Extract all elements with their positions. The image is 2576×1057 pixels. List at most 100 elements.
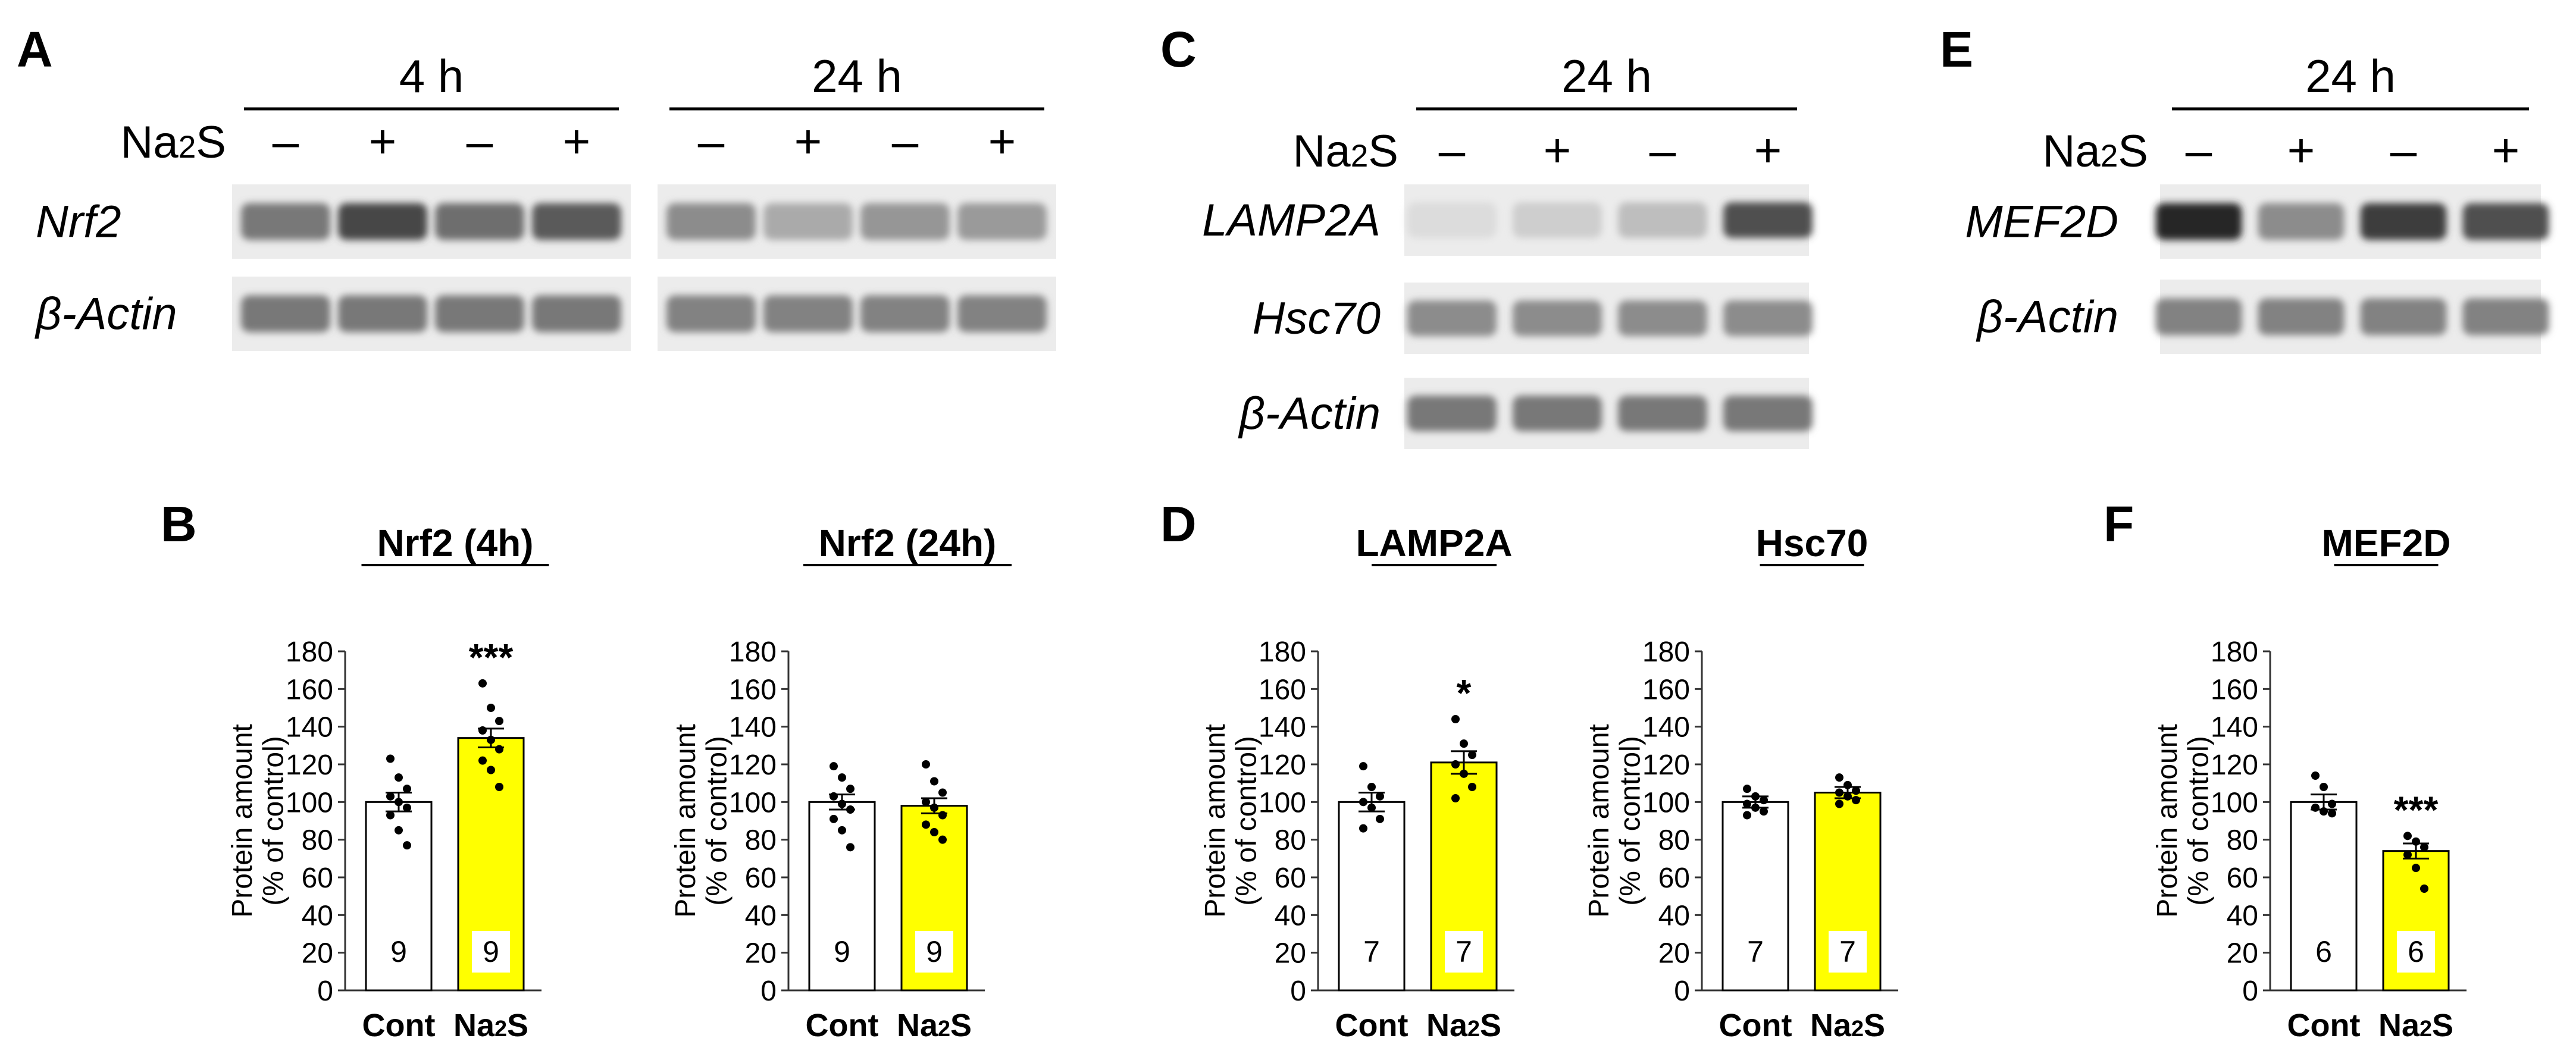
data-point bbox=[830, 792, 838, 801]
data-point bbox=[1451, 715, 1460, 723]
panel-letter-f: F bbox=[2104, 496, 2134, 552]
y-tick-label: 80 bbox=[745, 825, 777, 857]
n-value: 7 bbox=[1363, 935, 1380, 968]
n-value: 7 bbox=[1456, 935, 1472, 968]
data-point bbox=[386, 754, 395, 763]
blot-band bbox=[241, 203, 330, 240]
blot-band bbox=[1618, 300, 1707, 336]
y-axis-label: Protein amount(% of control) bbox=[2152, 724, 2215, 918]
blot-band bbox=[763, 203, 853, 240]
y-tick-label: 140 bbox=[1642, 712, 1690, 744]
data-point bbox=[1460, 769, 1468, 778]
y-tick-label: 0 bbox=[2242, 976, 2258, 1007]
data-point bbox=[1835, 799, 1843, 808]
n-value: 6 bbox=[2315, 935, 2332, 968]
n-value: 7 bbox=[1747, 935, 1764, 968]
data-point bbox=[395, 798, 403, 807]
n-box bbox=[380, 931, 418, 973]
n-box bbox=[915, 931, 953, 973]
significance-marker: * bbox=[1457, 672, 1472, 714]
blot-label: MEF2D bbox=[1965, 197, 2118, 247]
blot-band bbox=[2462, 203, 2549, 240]
y-tick-label: 40 bbox=[745, 900, 777, 931]
y-tick-label: 140 bbox=[1259, 712, 1306, 744]
data-point bbox=[403, 803, 411, 812]
treatment-sign: – bbox=[698, 115, 725, 168]
blot-band bbox=[1407, 396, 1497, 431]
n-box bbox=[472, 931, 510, 973]
y-tick-label: 20 bbox=[1658, 938, 1690, 970]
y-tick-label: 160 bbox=[729, 674, 777, 705]
treatment-sign: + bbox=[369, 115, 397, 168]
blot-band bbox=[2462, 298, 2549, 335]
blot-band bbox=[241, 295, 330, 333]
data-point bbox=[1852, 796, 1860, 805]
bar-chart-3: Hsc70 0 20 40 60 80 100 120 140 160 180 Protein amo… bbox=[1583, 522, 1898, 1043]
data-point bbox=[403, 785, 411, 793]
blot-band bbox=[957, 203, 1047, 240]
n-box bbox=[1445, 931, 1483, 973]
time-label: 24 h bbox=[812, 50, 902, 102]
data-point bbox=[1760, 807, 1768, 816]
treatment-sign: + bbox=[1544, 124, 1572, 177]
data-point bbox=[1460, 739, 1468, 748]
time-label: 24 h bbox=[1561, 50, 1652, 102]
bar-chart-0: Nrf2 (4h) 0 20 40 60 80 100 120 140 160 180 Protein… bbox=[227, 522, 549, 1043]
blot-band bbox=[2258, 298, 2345, 335]
y-axis-label: Protein amount(% of control) bbox=[1583, 724, 1647, 918]
n-box bbox=[2305, 931, 2343, 973]
data-point bbox=[930, 828, 938, 836]
n-box bbox=[1829, 931, 1867, 973]
y-tick-label: 20 bbox=[1275, 938, 1306, 970]
y-tick-label: 80 bbox=[2227, 825, 2258, 857]
x-category-label: Na2S bbox=[1810, 1008, 1885, 1043]
data-point bbox=[1852, 786, 1860, 795]
treatment-sign: + bbox=[794, 115, 822, 168]
chart-title: Nrf2 (4h) bbox=[377, 522, 533, 564]
blot-band bbox=[338, 203, 427, 240]
data-point bbox=[838, 826, 846, 835]
blot-band bbox=[532, 295, 621, 333]
y-tick-label: 60 bbox=[745, 862, 777, 894]
n-value: 9 bbox=[390, 935, 407, 968]
blot-band bbox=[2155, 298, 2242, 335]
data-point bbox=[2412, 864, 2420, 873]
y-tick-label: 0 bbox=[317, 976, 333, 1007]
data-point bbox=[1835, 788, 1843, 797]
x-category-label: Cont bbox=[2287, 1008, 2361, 1043]
bar-chart-2: LAMP2A 0 20 40 60 80 100 120 140 160 180 Protein am… bbox=[1200, 522, 1514, 1043]
blot-band bbox=[1407, 202, 1497, 238]
data-point bbox=[1843, 780, 1852, 789]
data-point bbox=[846, 805, 855, 814]
treatment-sign: + bbox=[1754, 124, 1782, 177]
time-label: 24 h bbox=[2305, 50, 2396, 102]
data-point bbox=[922, 760, 930, 769]
treatment-sign: – bbox=[2390, 124, 2417, 177]
blot-band bbox=[1618, 202, 1707, 238]
data-point bbox=[1376, 814, 1384, 823]
blot-band bbox=[1723, 202, 1813, 238]
n-box bbox=[1353, 931, 1391, 973]
y-axis-label: Protein amount(% of control) bbox=[670, 724, 733, 918]
data-point bbox=[938, 788, 947, 797]
treatment-sign: + bbox=[988, 115, 1016, 168]
treatment-sign: – bbox=[1649, 124, 1676, 177]
data-point bbox=[1367, 803, 1376, 812]
y-tick-label: 180 bbox=[729, 636, 777, 668]
y-tick-label: 100 bbox=[1259, 787, 1306, 818]
blot-label: Nrf2 bbox=[36, 197, 121, 247]
data-point bbox=[1451, 760, 1460, 769]
x-category-label: Na2S bbox=[2378, 1008, 2453, 1043]
blot-band bbox=[1723, 396, 1813, 431]
data-point bbox=[478, 726, 487, 735]
y-tick-label: 100 bbox=[2211, 787, 2258, 818]
panel-letter-e: E bbox=[1940, 21, 1973, 77]
data-point bbox=[2328, 799, 2336, 808]
n-box bbox=[1736, 931, 1774, 973]
n-value: 9 bbox=[834, 935, 850, 968]
significance-marker: *** bbox=[469, 636, 514, 679]
data-point bbox=[838, 799, 846, 808]
blot-band bbox=[1618, 396, 1707, 431]
x-category-label: Cont bbox=[362, 1008, 436, 1043]
data-point bbox=[846, 785, 855, 793]
